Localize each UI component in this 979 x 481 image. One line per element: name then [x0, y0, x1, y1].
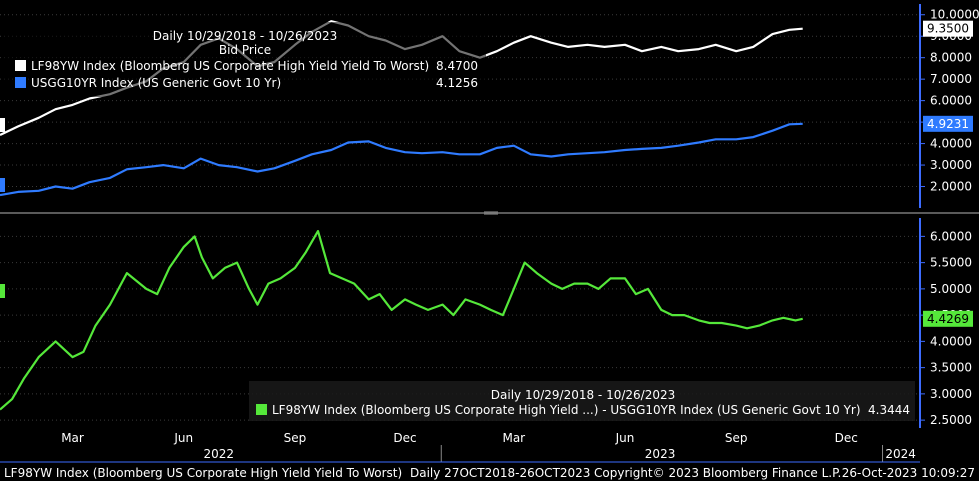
- x-month-label: Dec: [393, 431, 416, 445]
- x-month-label: Jun: [173, 431, 193, 445]
- y-tick-label: 2.0000: [930, 180, 972, 194]
- legend-value-spread: 4.3444: [868, 403, 910, 417]
- footer-security: LF98YW Index (Bloomberg US Corporate Hig…: [4, 466, 402, 480]
- x-year-label: 2024: [885, 447, 916, 461]
- y-tick-label: 3.5000: [930, 361, 972, 375]
- bottom-legend-range: Daily 10/29/2018 - 10/26/2023: [491, 388, 675, 402]
- series-line-1-0: [0, 230, 803, 411]
- x-month-label: Sep: [725, 431, 748, 445]
- top-legend-range: Daily 10/29/2018 - 10/26/2023: [153, 29, 337, 43]
- y-tick-label: 5.0000: [930, 282, 972, 296]
- last-value-label: 9.3500: [927, 22, 969, 36]
- legend-swatch-ust10y: [15, 77, 26, 88]
- bottom-legend[interactable]: Daily 10/29/2018 - 10/26/2023 LF98YW Ind…: [249, 381, 915, 421]
- white-series-left-marker: [0, 118, 5, 132]
- top-legend-box: [4, 22, 486, 97]
- bottom-panel-series: [0, 230, 803, 411]
- y-tick-label: 3.0000: [930, 387, 972, 401]
- y-tick-label: 8.0000: [930, 51, 972, 65]
- footer-bar: [0, 463, 979, 481]
- y-tick-label: 4.0000: [930, 137, 972, 151]
- x-month-label: Jun: [615, 431, 635, 445]
- last-value-label: 4.4269: [927, 312, 969, 326]
- green-series-left-marker: [0, 284, 5, 298]
- x-month-label: Mar: [61, 431, 84, 445]
- y-tick-label: 4.0000: [930, 334, 972, 348]
- last-value-flag: [923, 310, 973, 327]
- top-legend[interactable]: Daily 10/29/2018 - 10/26/2023 Bid Price …: [4, 22, 486, 97]
- x-year-label: 2022: [204, 447, 235, 461]
- x-year-label: 2023: [645, 447, 676, 461]
- legend-value-ust10y: 4.1256: [436, 76, 478, 90]
- legend-label-hy-ytw: LF98YW Index (Bloomberg US Corporate Hig…: [31, 59, 429, 73]
- legend-label-ust10y: USGG10YR Index (US Generic Govt 10 Yr): [31, 76, 281, 90]
- legend-swatch-spread: [256, 404, 267, 415]
- series-line-0-1: [0, 122, 803, 197]
- x-month-label: Mar: [502, 431, 525, 445]
- x-month-label: Dec: [835, 431, 858, 445]
- footer-timestamp: 26-Oct-2023 10:09:27: [842, 466, 975, 480]
- y-tick-label: 3.0000: [930, 158, 972, 172]
- last-value-label: 4.9231: [927, 117, 969, 131]
- last-value-flag: [923, 20, 973, 37]
- last-value-labels: 9.3500 4.9231 4.4269: [923, 20, 973, 327]
- y-tick-label: 7.0000: [930, 72, 972, 86]
- y-tick-label: 5.5000: [930, 256, 972, 270]
- last-value-flag: [923, 115, 973, 132]
- y-tick-label: 6.0000: [930, 94, 972, 108]
- x-month-label: Sep: [284, 431, 307, 445]
- top-legend-field: Bid Price: [219, 43, 271, 57]
- y-tick-label: 2.5000: [930, 413, 972, 427]
- legend-swatch-hy-ytw: [15, 60, 26, 71]
- y-tick-label: 6.0000: [930, 229, 972, 243]
- bottom-legend-box: [249, 381, 915, 421]
- legend-value-hy-ytw: 8.4700: [436, 59, 478, 73]
- blue-series-left-marker: [0, 178, 5, 192]
- y-tick-label: 10.0000: [930, 8, 979, 22]
- legend-label-spread: LF98YW Index (Bloomberg US Corporate Hig…: [272, 403, 861, 417]
- x-axis-labels: Mar Jun Sep Dec Mar Jun Sep Dec 2022 2023 2024: [61, 431, 916, 462]
- footer-range: Daily 27OCT2018-26OCT2023: [410, 466, 590, 480]
- footer-copyright: Copyright© 2023 Bloomberg Finance L.P.: [594, 466, 841, 480]
